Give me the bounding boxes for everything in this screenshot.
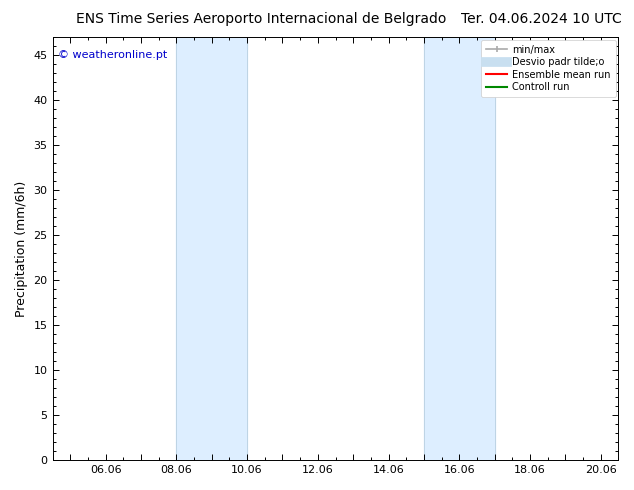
Text: © weatheronline.pt: © weatheronline.pt (58, 50, 167, 60)
Bar (176, 37, 247, 460)
Text: Ter. 04.06.2024 10 UTC: Ter. 04.06.2024 10 UTC (460, 12, 621, 26)
Y-axis label: Precipitation (mm/6h): Precipitation (mm/6h) (15, 180, 28, 317)
Bar (424, 37, 495, 460)
Legend: min/max, Desvio padr tilde;o, Ensemble mean run, Controll run: min/max, Desvio padr tilde;o, Ensemble m… (481, 40, 616, 97)
Text: ENS Time Series Aeroporto Internacional de Belgrado: ENS Time Series Aeroporto Internacional … (76, 12, 446, 26)
